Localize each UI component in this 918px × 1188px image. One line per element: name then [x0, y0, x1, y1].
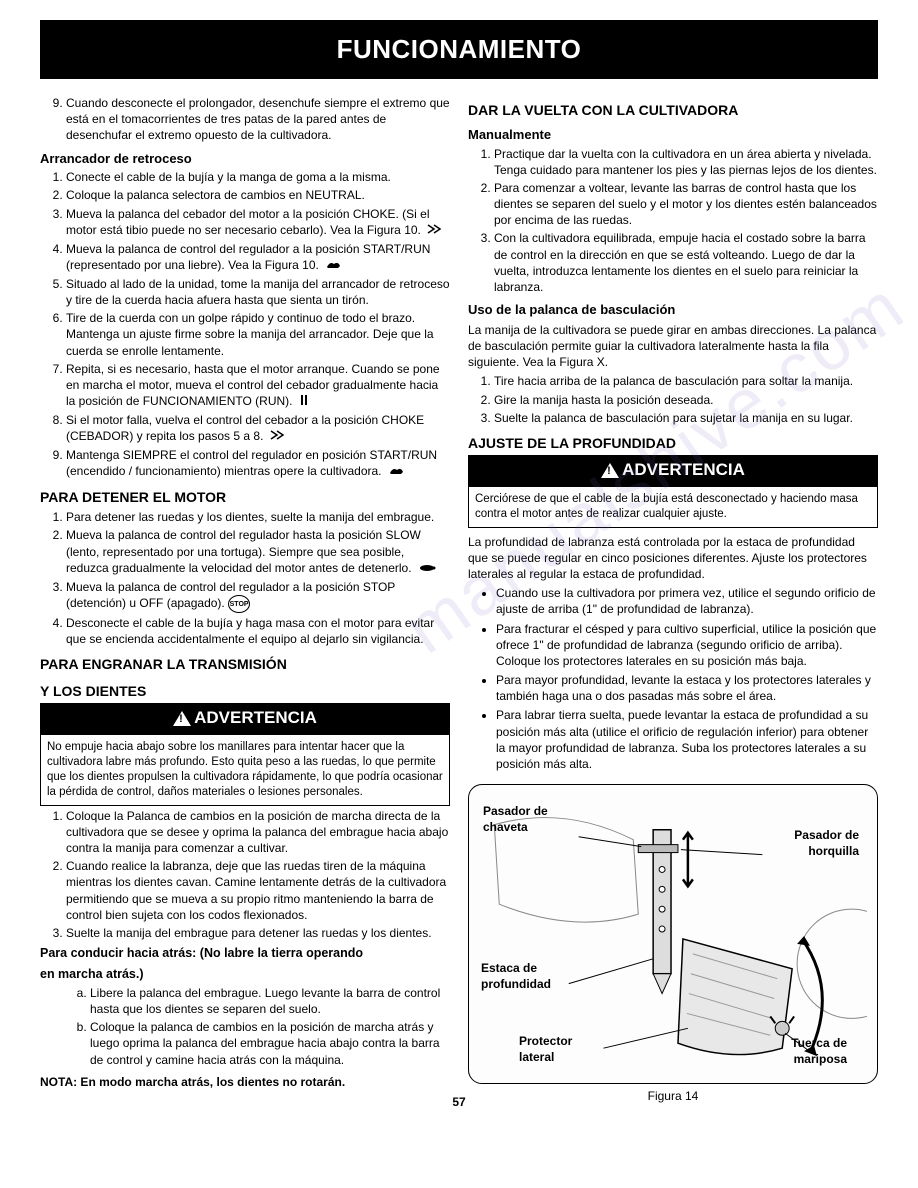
- list-item: Desconecte el cable de la bujía y haga m…: [66, 615, 450, 647]
- list-item: Suelte la palanca de basculación para su…: [494, 410, 878, 426]
- heading-atras: Para conducir hacia atrás: (No labre la …: [40, 945, 450, 962]
- text: Mueva la palanca de control del regulado…: [66, 528, 421, 574]
- content-columns: Cuando desconecte el prolongador, desenc…: [40, 93, 878, 1104]
- list-item: Mantenga SIEMPRE el control del regulado…: [66, 447, 450, 480]
- warning-icon: [173, 711, 191, 726]
- rabbit-icon: [387, 464, 405, 480]
- text: Mantenga SIEMPRE el control del regulado…: [66, 448, 437, 478]
- warning-header: ADVERTENCIA: [468, 455, 878, 486]
- list-item: Cuando desconecte el prolongador, desenc…: [66, 95, 450, 144]
- list-item: Libere la palanca del embrague. Luego le…: [90, 985, 450, 1017]
- warning-box: No empuje hacia abajo sobre los manillar…: [40, 734, 450, 806]
- nota-content: NOTA: En modo marcha atrás, los dientes …: [40, 1075, 345, 1089]
- fig-label-horquilla: Pasador dehorquilla: [794, 827, 859, 859]
- page-title-bar: FUNCIONAMIENTO: [40, 20, 878, 79]
- uso-list: Tire hacia arriba de la palanca de bascu…: [468, 373, 878, 426]
- heading-uso-palanca: Uso de la palanca de basculación: [468, 301, 878, 319]
- list-item: Mueva la palanca de control del regulado…: [66, 527, 450, 576]
- list-item: Cuando use la cultivadora por primera ve…: [496, 585, 878, 617]
- arrancador-list: Conecte el cable de la bujía y la manga …: [40, 169, 450, 480]
- stop-icon: STOP: [228, 595, 250, 613]
- warning-label: ADVERTENCIA: [622, 460, 745, 479]
- figure-caption: Figura 14: [468, 1088, 878, 1104]
- list-item: Para detener las ruedas y los dientes, s…: [66, 509, 450, 525]
- list-item: Tire hacia arriba de la palanca de bascu…: [494, 373, 878, 389]
- list-item: Coloque la palanca selectora de cambios …: [66, 187, 450, 203]
- list-item: Coloque la Palanca de cambios en la posi…: [66, 808, 450, 857]
- atras-list: Libere la palanca del embrague. Luego le…: [40, 985, 450, 1068]
- heading-detener: PARA DETENER EL MOTOR: [40, 488, 450, 507]
- list-item: Situado al lado de la unidad, tome la ma…: [66, 276, 450, 308]
- text: Repita, si es necesario, hasta que el mo…: [66, 362, 440, 408]
- uso-intro: La manija de la cultivadora se puede gir…: [468, 322, 878, 371]
- list-item: Para comenzar a voltear, levante las bar…: [494, 180, 878, 229]
- text: Mueva la palanca del cebador del motor a…: [66, 207, 430, 237]
- fig-label-tuerca: Tuerca demariposa: [791, 1035, 847, 1067]
- text: Mueva la palanca de control del regulado…: [66, 242, 430, 272]
- warning-box: Cerciórese de que el cable de la bujía e…: [468, 486, 878, 528]
- warning-label: ADVERTENCIA: [194, 708, 317, 727]
- list-item: Cuando realice la labranza, deje que las…: [66, 858, 450, 923]
- page-number: 57: [452, 1094, 465, 1110]
- list-item: Suelte la manija del embrague para deten…: [66, 925, 450, 941]
- right-column: DAR LA VUELTA CON LA CULTIVADORA Manualm…: [468, 93, 878, 1104]
- list-item: Para labrar tierra suelta, puede levanta…: [496, 707, 878, 772]
- warning-header: ADVERTENCIA: [40, 703, 450, 734]
- detener-list: Para detener las ruedas y los dientes, s…: [40, 509, 450, 647]
- list-item: Con la cultivadora equilibrada, empuje h…: [494, 230, 878, 295]
- fig-label-estaca: Estaca deprofundidad: [481, 960, 551, 992]
- list-item: Coloque la palanca de cambios en la posi…: [90, 1019, 450, 1068]
- text: Si el motor falla, vuelva el control del…: [66, 413, 424, 443]
- continued-list: Cuando desconecte el prolongador, desenc…: [40, 95, 450, 144]
- list-item: Repita, si es necesario, hasta que el mo…: [66, 361, 450, 410]
- left-column: Cuando desconecte el prolongador, desenc…: [40, 93, 450, 1104]
- heading-engranar-2: Y LOS DIENTES: [40, 682, 450, 701]
- turtle-icon: [417, 560, 437, 576]
- figure-14: Pasador dechaveta Pasador dehorquilla Es…: [468, 784, 878, 1084]
- list-item: Mueva la palanca de control del regulado…: [66, 579, 450, 613]
- list-item: Mueva la palanca del cebador del motor a…: [66, 206, 450, 239]
- list-item: Mueva la palanca de control del regulado…: [66, 241, 450, 274]
- list-item: Gire la manija hasta la posición deseada…: [494, 392, 878, 408]
- list-item: Para mayor profundidad, levante la estac…: [496, 672, 878, 704]
- heading-atras-2: en marcha atrás.): [40, 966, 450, 983]
- heading-dar-vuelta: DAR LA VUELTA CON LA CULTIVADORA: [468, 101, 878, 120]
- profundidad-list: Cuando use la cultivadora por primera ve…: [468, 585, 878, 772]
- warning-icon: [601, 463, 619, 478]
- prof-intro: La profundidad de labranza está controla…: [468, 534, 878, 583]
- list-item: Conecte el cable de la bujía y la manga …: [66, 169, 450, 185]
- rabbit-icon: [324, 258, 342, 274]
- manual-list: Practique dar la vuelta con la cultivado…: [468, 146, 878, 296]
- heading-ajuste: AJUSTE DE LA PROFUNDIDAD: [468, 434, 878, 453]
- choke-icon: [269, 429, 285, 445]
- fig-label-chaveta: Pasador dechaveta: [483, 803, 548, 835]
- fig-label-protector: Protectorlateral: [519, 1033, 572, 1065]
- engranar-list: Coloque la Palanca de cambios en la posi…: [40, 808, 450, 942]
- heading-manualmente: Manualmente: [468, 126, 878, 144]
- run-icon: [298, 394, 310, 410]
- list-item: Para fracturar el césped y para cultivo …: [496, 621, 878, 670]
- heading-arrancador: Arrancador de retroceso: [40, 150, 450, 168]
- heading-engranar: PARA ENGRANAR LA TRANSMISIÓN: [40, 655, 450, 674]
- list-item: Si el motor falla, vuelva el control del…: [66, 412, 450, 445]
- choke-icon: [426, 223, 442, 239]
- list-item: Practique dar la vuelta con la cultivado…: [494, 146, 878, 178]
- list-item: Tire de la cuerda con un golpe rápido y …: [66, 310, 450, 359]
- nota-text: NOTA: En modo marcha atrás, los dientes …: [40, 1074, 450, 1090]
